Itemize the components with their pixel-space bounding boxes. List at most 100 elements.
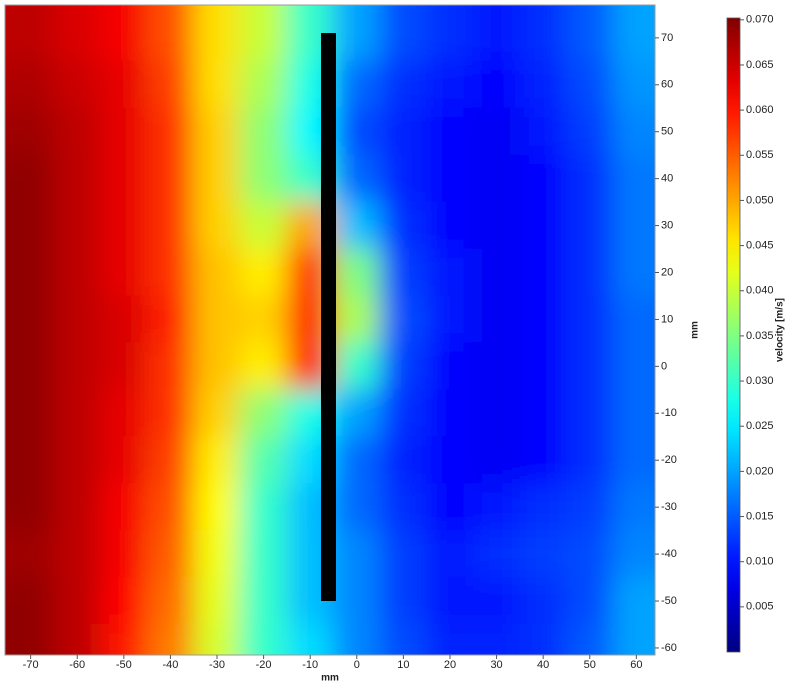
heatmap-cell <box>239 389 288 438</box>
heatmap-cell <box>379 577 428 625</box>
heatmap-cell <box>472 295 521 344</box>
heatmap-cell <box>472 60 521 109</box>
heatmap-cell <box>239 5 288 62</box>
heatmap-cell <box>379 342 428 391</box>
heatmap-cell <box>53 389 102 438</box>
heatmap-cell <box>426 295 474 344</box>
heatmap-cell <box>5 295 55 344</box>
heatmap-cell <box>426 530 474 579</box>
heatmap-cell <box>193 107 241 156</box>
colorbar-tick-label: 0.070 <box>746 14 774 26</box>
y-tick-label: -10 <box>661 407 677 419</box>
y-tick-label: 50 <box>661 126 673 138</box>
plate <box>321 33 336 601</box>
heatmap-cell <box>332 248 381 297</box>
heatmap-cell <box>426 201 474 250</box>
heatmap-cell <box>332 295 381 344</box>
y-tick-label: 10 <box>661 313 673 325</box>
y-tick-label: 60 <box>661 79 673 91</box>
heatmap-cell <box>565 248 614 297</box>
heatmap-cell <box>332 342 381 391</box>
heatmap-cell <box>379 5 428 62</box>
heatmap-cell <box>193 295 241 344</box>
heatmap-cell <box>5 60 55 109</box>
heatmap-cell <box>519 248 567 297</box>
heatmap-cell <box>519 623 567 655</box>
heatmap-cell <box>519 483 567 532</box>
heatmap-cell <box>53 154 102 203</box>
x-tick-label: 0 <box>354 659 360 671</box>
heatmap-cell <box>426 107 474 156</box>
heatmap-cell <box>5 436 55 485</box>
heatmap-cell <box>193 342 241 391</box>
heatmap-cell <box>565 295 614 344</box>
heatmap-cell <box>146 154 195 203</box>
heatmap-cell <box>146 201 195 250</box>
heatmap-cell <box>379 154 428 203</box>
x-tick-label: 60 <box>630 659 642 671</box>
heatmap-cell <box>100 5 148 62</box>
heatmap-cell <box>612 295 655 344</box>
heatmap-cell <box>5 5 55 62</box>
heatmap-cell <box>612 530 655 579</box>
heatmap-cell <box>426 623 474 655</box>
heatmap-cell <box>100 530 148 579</box>
heatmap-cell <box>426 483 474 532</box>
heatmap-cell <box>612 577 655 625</box>
heatmap-cell <box>332 60 381 109</box>
heatmap-cell <box>53 248 102 297</box>
heatmap-cell <box>332 5 381 62</box>
heatmap-cell <box>146 107 195 156</box>
heatmap-cell <box>100 577 148 625</box>
colorbar-tick-label: 0.015 <box>746 510 774 522</box>
heatmap-cell <box>53 483 102 532</box>
heatmap-cell <box>565 483 614 532</box>
heatmap-cell <box>379 389 428 438</box>
heatmap-cell <box>146 342 195 391</box>
heatmap-cell <box>100 342 148 391</box>
heatmap-cell <box>193 436 241 485</box>
heatmap-cell <box>239 483 288 532</box>
heatmap-cell <box>565 530 614 579</box>
colorbar-tick-label: 0.065 <box>746 59 774 71</box>
x-tick-label: 10 <box>397 659 409 671</box>
plot-frame <box>4 4 656 656</box>
heatmap-cell <box>239 248 288 297</box>
heatmap-cell <box>146 530 195 579</box>
colorbar-tick-label: 0.050 <box>746 194 774 206</box>
heatmap-cell <box>612 201 655 250</box>
heatmap-cell <box>472 154 521 203</box>
heatmap-cell <box>379 623 428 655</box>
heatmap-cell <box>5 342 55 391</box>
x-tick-label: 30 <box>490 659 502 671</box>
heatmap-cell <box>379 107 428 156</box>
colorbar-tick-label: 0.060 <box>746 104 774 116</box>
heatmap-cell <box>53 5 102 62</box>
heatmap-cell <box>519 201 567 250</box>
heatmap-cell <box>426 60 474 109</box>
heatmap-cell <box>565 107 614 156</box>
heatmap-cell <box>53 107 102 156</box>
heatmap-cell <box>5 201 55 250</box>
heatmap-cell <box>332 389 381 438</box>
colorbar-tick-label: 0.045 <box>746 239 774 251</box>
y-tick-label: 40 <box>661 173 673 185</box>
heatmap-cell <box>193 483 241 532</box>
x-tick-label: 50 <box>584 659 596 671</box>
heatmap-cell <box>565 60 614 109</box>
heatmap-cell <box>239 436 288 485</box>
heatmap-cell <box>239 577 288 625</box>
heatmap-cell <box>472 436 521 485</box>
heatmap-cell <box>146 483 195 532</box>
heatmap-cell <box>5 154 55 203</box>
heatmap-cell <box>565 436 614 485</box>
heatmap-cell <box>426 436 474 485</box>
heatmap-cell <box>612 5 655 62</box>
heatmap-cell <box>53 295 102 344</box>
heatmap-cell <box>239 107 288 156</box>
heatmap-cell <box>612 436 655 485</box>
heatmap-cell <box>53 530 102 579</box>
x-tick-label: 40 <box>537 659 549 671</box>
heatmap-cell <box>426 342 474 391</box>
heatmap-cell <box>612 248 655 297</box>
